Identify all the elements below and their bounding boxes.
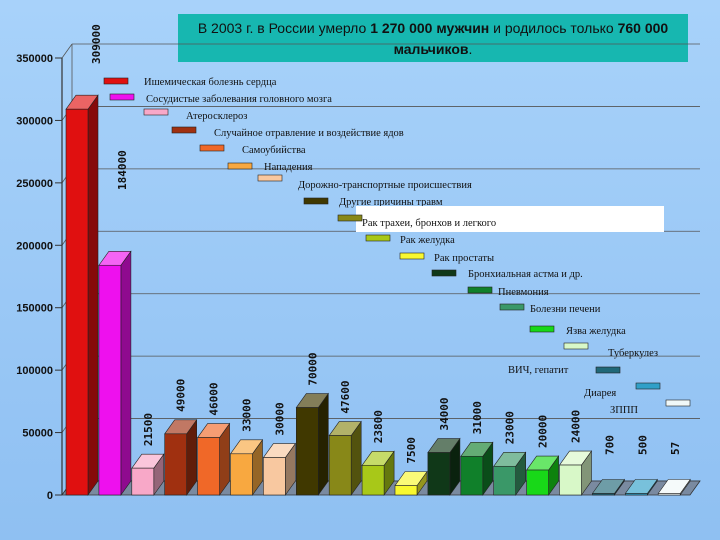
bar-6 [230,453,253,496]
bar-3 [131,467,155,496]
value-label-2: 184000 [116,150,129,190]
bar-4 [164,433,187,496]
legend-label-12: Бронхиальная астма и др. [468,269,583,280]
bar-side-1 [87,94,99,496]
y-tick-label: 0 [47,490,53,502]
bar-7 [263,457,286,496]
legend-swatch-17 [595,366,621,374]
value-label-14: 23000 [504,411,517,444]
legend-swatch-16 [563,342,589,350]
legend-label-11: Рак простаты [434,253,494,264]
bar-15 [526,469,549,496]
y-tick-label: 350000 [16,53,53,65]
y-tick-label: 50000 [22,428,53,440]
bar-10 [361,464,385,496]
gridline-diagonal [61,43,73,59]
legend-label-2: Сосудистые заболевания головного мозга [146,94,332,105]
legend-label-9: Рак трахеи, бронхов и легкого [362,218,496,229]
value-label-1: 309000 [90,24,103,64]
value-label-16: 24000 [570,410,583,443]
legend-swatch-3 [143,108,169,116]
legend-label-1: Ишемическая болезнь сердца [144,77,277,88]
legend-swatch-12 [431,269,457,277]
value-label-18: 500 [636,435,649,455]
bar-2 [98,264,122,496]
value-label-7: 30000 [273,402,286,435]
legend-swatch-13 [467,286,493,294]
bar-8 [295,407,319,496]
y-tick-label: 250000 [16,178,53,190]
value-label-17: 700 [603,435,616,455]
bar-16 [559,464,582,496]
legend-swatch-6 [227,162,253,170]
value-label-19: 57 [669,442,682,455]
value-label-12: 34000 [438,397,451,430]
legend-swatch-1 [103,77,129,85]
legend-swatch-19 [665,399,691,407]
title-text-1: В 2003 г. в России умерло [197,20,371,36]
legend-highlight-box [356,206,664,232]
bar-1 [65,108,89,496]
bar-17 [592,493,615,496]
bar-5 [197,437,220,496]
legend-label-14: Болезни печени [530,304,601,315]
value-label-5: 46000 [208,382,221,415]
legend-label-8: Другие причины травм [339,197,443,208]
bar-19 [657,493,681,496]
y-tick-label: 200000 [16,240,53,252]
bar-14 [493,465,517,496]
legend-label-4: Случайное отравление и воздействие ядов [214,128,404,139]
legend-label-10: Рак желудка [400,235,455,246]
y-tick-label: 300000 [16,115,53,127]
value-label-9: 47600 [339,380,352,413]
bar-12 [427,452,451,496]
legend-label-13: Пневмония [498,287,549,298]
value-label-8: 70000 [306,352,319,385]
title-text-3: . [468,41,473,57]
legend-label-3: Атеросклероз [186,111,247,122]
value-label-15: 20000 [537,415,550,448]
value-label-11: 7500 [405,437,418,464]
title-births: 760 000 мальчиков [393,20,669,57]
legend-swatch-5 [199,144,225,152]
bar-11 [394,485,418,496]
legend-swatch-8 [303,197,329,205]
bar-13 [460,455,484,496]
legend-swatch-11 [399,252,425,260]
legend-label-19: ЗППП [610,405,638,416]
title-text-2: и родилось только [489,20,618,36]
legend-label-17: ВИЧ, гепатит [508,365,569,376]
legend-swatch-7 [257,174,283,182]
legend-label-6: Нападения [264,162,313,173]
legend-swatch-14 [499,303,525,311]
legend-swatch-15 [529,325,555,333]
legend-swatch-4 [171,126,197,134]
value-label-10: 23800 [372,410,385,443]
legend-swatch-18 [635,382,661,390]
bar-9 [328,435,352,496]
y-tick-label: 150000 [16,303,53,315]
bar-18 [624,493,648,496]
value-label-3: 21500 [142,413,155,446]
legend-label-5: Самоубийства [242,145,306,156]
y-tick-label: 100000 [16,365,53,377]
chart-title: В 2003 г. в России умерло 1 270 000 мужч… [178,14,688,62]
value-label-13: 31000 [471,401,484,434]
legend-label-18: Диарея [584,388,616,399]
legend-swatch-2 [109,93,135,101]
legend-label-16: Туберкулез [608,348,658,359]
legend-label-15: Язва желудка [566,326,626,337]
value-label-4: 49000 [175,379,188,412]
bar-side-8 [317,392,329,496]
bar-side-2 [120,250,132,496]
legend-label-7: Дорожно-транспортные происшествия [298,180,472,191]
legend-swatch-9 [337,214,363,222]
title-deaths: 1 270 000 мужчин [370,20,490,36]
legend-swatch-10 [365,234,391,242]
value-label-6: 33000 [241,399,254,432]
